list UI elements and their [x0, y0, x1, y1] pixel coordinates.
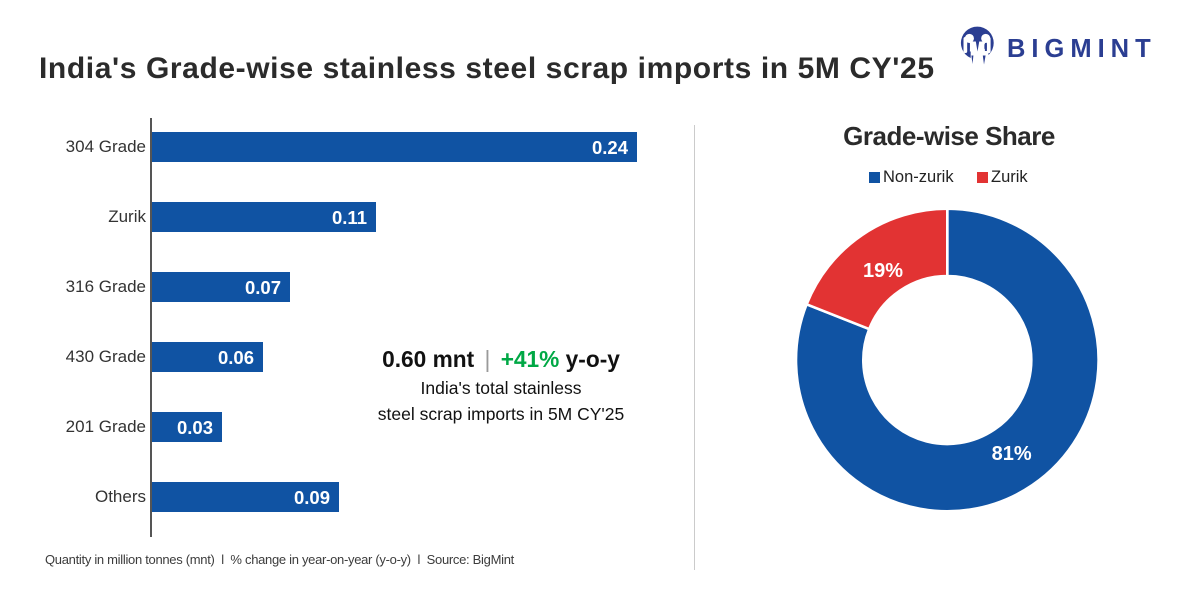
svg-text:19%: 19% [863, 260, 903, 282]
svg-text:81%: 81% [992, 443, 1032, 465]
